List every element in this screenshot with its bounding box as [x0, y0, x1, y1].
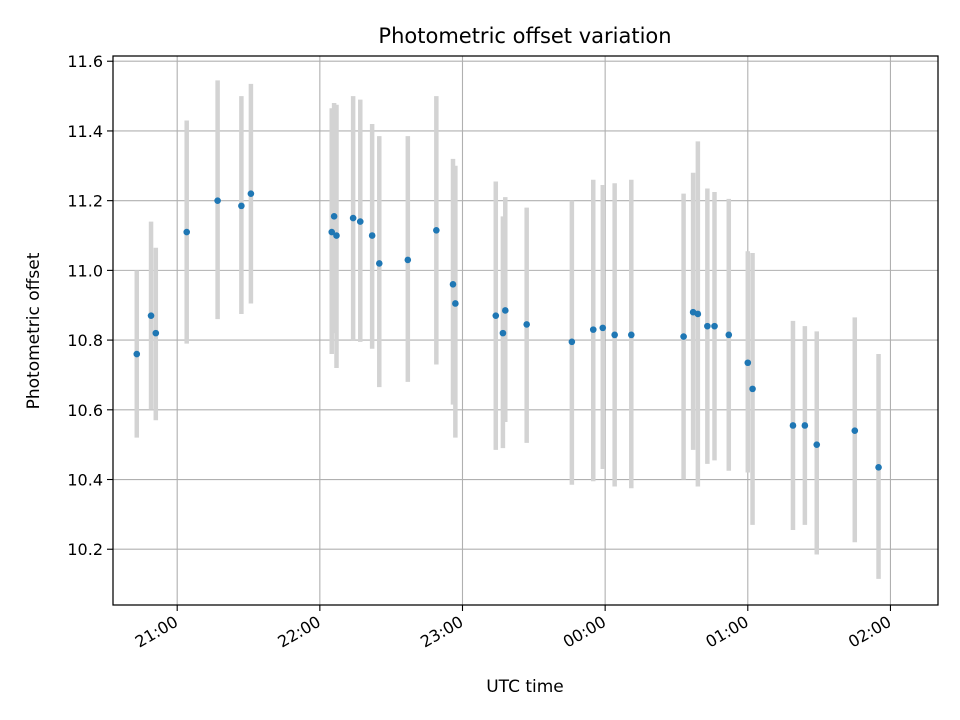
y-tick-label: 11.2	[67, 192, 103, 211]
data-point	[356, 218, 364, 225]
data-point	[589, 326, 597, 333]
y-tick-label: 10.2	[67, 540, 103, 559]
data-point	[330, 213, 338, 220]
data-point	[492, 312, 500, 319]
data-point	[452, 300, 459, 307]
data-point	[368, 232, 376, 239]
y-tick-label: 10.8	[67, 331, 103, 350]
data-point	[433, 226, 440, 234]
data-point	[680, 333, 687, 340]
data-point	[611, 331, 618, 339]
data-point	[449, 281, 457, 288]
data-point	[801, 422, 809, 429]
data-point	[725, 331, 733, 339]
data-point	[147, 312, 155, 319]
data-point	[247, 190, 255, 197]
data-point	[333, 232, 340, 239]
y-tick-label: 10.6	[67, 401, 103, 420]
data-point	[749, 385, 756, 393]
data-point	[133, 350, 141, 358]
y-tick-label: 11.4	[67, 122, 103, 141]
data-point	[789, 422, 797, 429]
x-axis-label: UTC time	[486, 677, 564, 697]
y-axis-ticks: 10.2 10.4 10.6 10.8 11.0 11.2 11.4 11.6	[67, 52, 113, 559]
data-point	[501, 307, 509, 314]
data-point	[813, 441, 821, 448]
data-point	[214, 197, 221, 204]
y-tick-label: 11.0	[67, 261, 103, 280]
data-point	[328, 228, 336, 236]
data-point	[627, 331, 635, 339]
data-point	[349, 214, 357, 222]
chart-title: Photometric offset variation	[378, 24, 671, 48]
data-point	[523, 321, 530, 328]
data-point	[875, 464, 882, 471]
data-point	[499, 329, 507, 337]
data-point	[568, 338, 576, 346]
y-axis-label: Photometric offset	[24, 252, 44, 409]
data-point	[694, 310, 702, 318]
data-point	[599, 324, 607, 332]
data-point	[704, 322, 711, 330]
data-point	[744, 359, 752, 367]
data-point	[404, 256, 412, 264]
data-point	[375, 260, 383, 267]
data-point	[183, 228, 191, 236]
data-points	[133, 190, 882, 471]
plot-frame	[112, 55, 939, 606]
data-point	[152, 329, 160, 337]
data-point	[851, 427, 859, 435]
y-tick-label: 11.6	[67, 52, 103, 71]
data-point	[238, 202, 245, 210]
y-tick-label: 10.4	[67, 471, 103, 490]
data-point	[711, 322, 718, 330]
